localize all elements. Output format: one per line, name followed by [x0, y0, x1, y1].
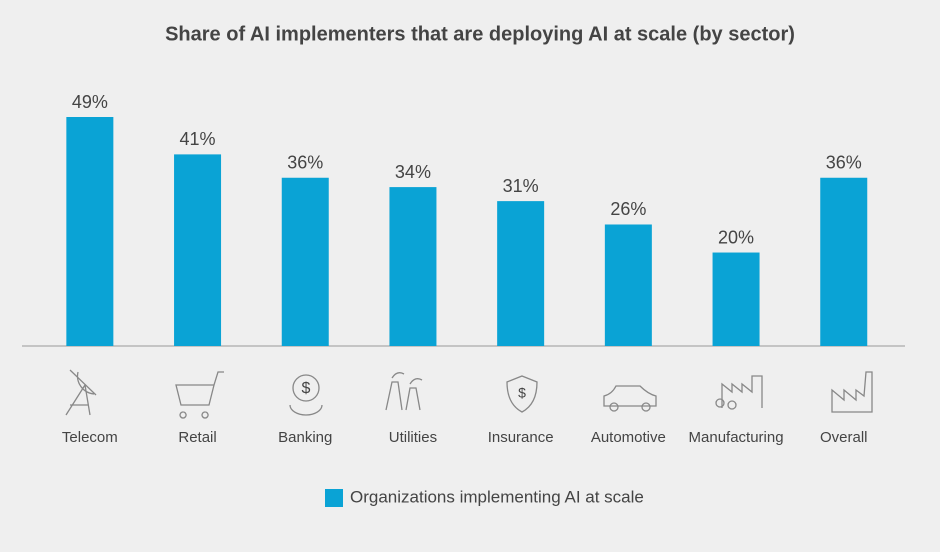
x-tick-label: Manufacturing [689, 429, 784, 446]
x-tick-label: Banking [278, 429, 332, 446]
icon-utilities [385, 372, 423, 411]
legend-swatch [325, 489, 343, 507]
bar [174, 154, 222, 346]
icon-manufacturing [715, 375, 763, 410]
bar [497, 201, 545, 346]
value-label: 31% [503, 176, 539, 196]
bar [820, 177, 868, 346]
value-label: 49% [72, 92, 108, 112]
value-label: 26% [610, 199, 646, 219]
icon-automotive [603, 385, 657, 412]
value-label: 20% [718, 227, 754, 247]
value-label: 36% [287, 153, 323, 173]
x-tick-label: Telecom [62, 429, 118, 446]
x-tick-label: Retail [178, 429, 216, 446]
bar [281, 177, 329, 346]
icon-retail [175, 371, 224, 419]
bar [604, 224, 652, 346]
svg-text:$: $ [302, 380, 311, 397]
icon-overall [831, 371, 873, 413]
value-label: 36% [826, 153, 862, 173]
icon-telecom [65, 369, 97, 416]
icon-banking: $ [289, 374, 323, 416]
icon-insurance: $ [506, 375, 538, 413]
value-label: 34% [395, 162, 431, 182]
x-tick-label: Automotive [591, 429, 666, 446]
bar [66, 117, 114, 346]
chart-title: Share of AI implementers that are deploy… [165, 23, 795, 45]
bar [712, 252, 760, 346]
x-tick-label: Insurance [488, 429, 554, 446]
value-label: 41% [180, 129, 216, 149]
x-tick-label: Overall [820, 429, 868, 446]
x-tick-label: Utilities [389, 429, 437, 446]
svg-text:$: $ [518, 385, 526, 401]
bar [389, 187, 437, 346]
legend-label: Organizations implementing AI at scale [350, 487, 644, 506]
icons: $ $ [65, 369, 873, 419]
